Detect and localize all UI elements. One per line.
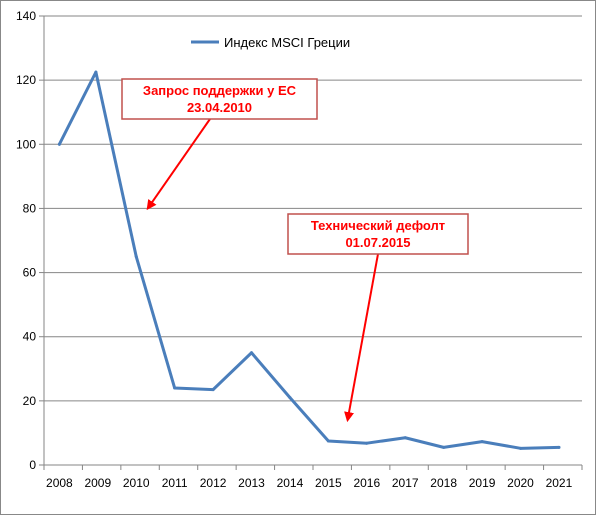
x-tick-label: 2015 <box>315 476 342 490</box>
x-tick-label: 2016 <box>353 476 380 490</box>
data-point <box>134 255 138 259</box>
annotation-text: Запрос поддержки у ЕС <box>143 83 297 98</box>
data-point <box>94 70 98 74</box>
x-tick-label: 2021 <box>546 476 573 490</box>
y-tick-label: 40 <box>23 330 37 344</box>
data-point <box>403 436 407 440</box>
x-tick-label: 2017 <box>392 476 419 490</box>
x-tick-label: 2019 <box>469 476 496 490</box>
y-tick-label: 20 <box>23 394 37 408</box>
y-tick-label: 0 <box>29 458 36 472</box>
annotation-text: Технический дефолт <box>311 218 445 233</box>
y-tick-label: 100 <box>16 137 36 151</box>
series-line <box>57 70 561 450</box>
y-tick-label: 120 <box>16 73 36 87</box>
data-point <box>557 445 561 449</box>
y-tick-label: 60 <box>23 266 37 280</box>
data-point <box>442 445 446 449</box>
data-point <box>288 396 292 400</box>
legend-label: Индекс MSCI Греции <box>224 35 350 50</box>
x-tick-label: 2012 <box>200 476 227 490</box>
annotation-arrow <box>146 118 211 211</box>
x-tick-label: 2013 <box>238 476 265 490</box>
x-tick-label: 2011 <box>162 476 188 490</box>
annotation-text: 23.04.2010 <box>187 100 252 115</box>
data-point <box>57 142 61 146</box>
data-point <box>250 351 254 355</box>
data-point <box>519 446 523 450</box>
y-tick-label: 80 <box>23 201 37 215</box>
x-tick-label: 2020 <box>507 476 534 490</box>
x-tick-label: 2008 <box>46 476 73 490</box>
y-tick-label: 140 <box>16 9 36 23</box>
x-tick-label: 2010 <box>123 476 150 490</box>
x-tick-label: 2009 <box>84 476 111 490</box>
data-point <box>211 388 215 392</box>
x-tick-label: 2014 <box>277 476 304 490</box>
annotation-box <box>287 213 469 255</box>
data-point <box>480 440 484 444</box>
annotation-box <box>121 78 318 120</box>
annotation-arrow <box>344 253 379 423</box>
data-point <box>365 441 369 445</box>
data-point <box>326 439 330 443</box>
x-tick-label: 2018 <box>430 476 457 490</box>
annotation-text: 01.07.2015 <box>345 235 410 250</box>
data-point <box>173 386 177 390</box>
